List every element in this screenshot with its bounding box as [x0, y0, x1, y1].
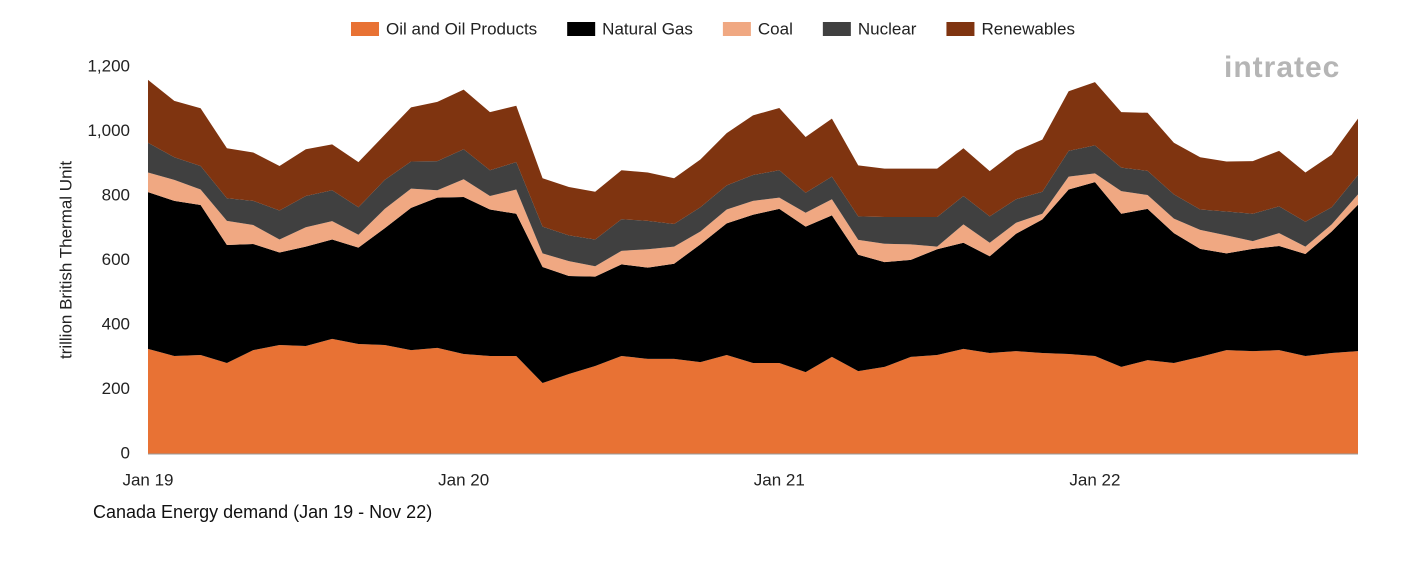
legend-swatch [350, 22, 379, 36]
legend-swatch [822, 22, 851, 36]
y-axis-label: trillion British Thermal Unit [56, 161, 75, 359]
y-tick-label: 1,200 [87, 56, 130, 75]
y-tick-label: 600 [102, 250, 130, 269]
chart-title: Canada Energy demand (Jan 19 - Nov 22) [93, 502, 432, 522]
area [148, 182, 1358, 384]
legend-label: Nuclear [858, 19, 917, 38]
x-tick-label: Jan 22 [1069, 470, 1120, 489]
legend-label: Renewables [981, 19, 1075, 38]
legend-swatch [722, 22, 751, 36]
legend-label: Oil and Oil Products [386, 19, 537, 38]
legend-item: Oil and Oil Products [350, 19, 537, 38]
area [148, 79, 1358, 240]
logo: intratec [1224, 51, 1340, 84]
legend-item: Nuclear [822, 19, 917, 38]
legend-swatch [946, 22, 975, 36]
x-tick-label: Jan 21 [754, 470, 805, 489]
axes: 0 200 400 600 800 1,000 1,200 Jan 19 Jan 20 Jan 2… [87, 56, 1358, 489]
plot-area [148, 79, 1358, 454]
x-tick-label: Jan 20 [438, 470, 489, 489]
legend-label: Coal [758, 19, 793, 38]
legend-item: Coal [722, 19, 793, 38]
legend-label: Natural Gas [602, 19, 693, 38]
y-tick-label: 0 [121, 443, 130, 462]
area [148, 142, 1358, 267]
area [148, 338, 1358, 454]
legend-swatch [567, 22, 596, 36]
y-tick-label: 1,000 [87, 121, 130, 140]
x-tick-label: Jan 19 [122, 470, 173, 489]
legend: Oil and Oil Products Natural Gas Coal Nucle… [350, 19, 1075, 38]
y-tick-label: 200 [102, 379, 130, 398]
legend-item: Renewables [946, 19, 1075, 38]
area [148, 172, 1358, 277]
y-tick-label: 800 [102, 185, 130, 204]
y-tick-label: 400 [102, 314, 130, 333]
legend-item: Natural Gas [567, 19, 693, 38]
